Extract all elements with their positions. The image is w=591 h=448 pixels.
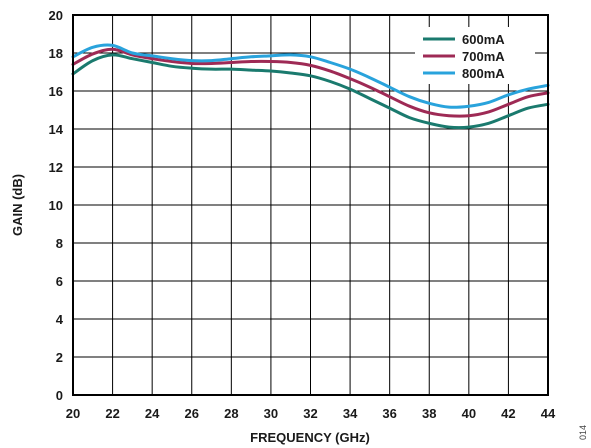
- legend-label-600mA: 600mA: [462, 32, 505, 47]
- series-line-800mA: [71, 43, 550, 109]
- series-lines: [71, 43, 550, 130]
- y-tick-label: 8: [56, 236, 63, 251]
- x-tick-label: 28: [224, 406, 238, 421]
- y-tick-label: 2: [56, 350, 63, 365]
- y-tick-label: 0: [56, 388, 63, 403]
- y-tick-label: 10: [49, 198, 63, 213]
- y-axis-label: GAIN (dB): [10, 174, 25, 236]
- x-tick-label: 22: [105, 406, 119, 421]
- x-tick-label: 40: [462, 406, 476, 421]
- x-tick-label: 38: [422, 406, 436, 421]
- x-tick-label: 24: [145, 406, 160, 421]
- x-axis-label: FREQUENCY (GHz): [250, 430, 370, 445]
- legend-label-800mA: 800mA: [462, 66, 505, 81]
- x-tick-label: 36: [382, 406, 396, 421]
- y-tick-label: 14: [49, 122, 64, 137]
- legend: 600mA 700mA 800mA: [415, 27, 535, 84]
- y-tick-label: 18: [49, 46, 63, 61]
- x-tick-label: 44: [541, 406, 556, 421]
- x-tick-label: 20: [66, 406, 80, 421]
- series-line-700mA: [71, 47, 550, 118]
- y-tick-label: 4: [56, 312, 64, 327]
- x-tick-labels: 20 22 24 26 28 30 32 34 36 38 40 42 44: [66, 406, 556, 421]
- x-tick-label: 30: [264, 406, 278, 421]
- plot-frame: [72, 14, 549, 396]
- x-tick-label: 32: [303, 406, 317, 421]
- y-tick-labels: 0 2 4 6 8 10 12 14 16 18 20: [49, 8, 64, 403]
- figure-id: 014: [578, 425, 588, 440]
- y-tick-label: 12: [49, 160, 63, 175]
- x-tick-label: 34: [343, 406, 358, 421]
- y-tick-label: 20: [49, 8, 63, 23]
- series-line-600mA: [71, 53, 550, 130]
- y-tick-label: 16: [49, 84, 63, 99]
- y-tick-label: 6: [56, 274, 63, 289]
- x-tick-label: 42: [501, 406, 515, 421]
- x-tick-label: 26: [185, 406, 199, 421]
- legend-label-700mA: 700mA: [462, 49, 505, 64]
